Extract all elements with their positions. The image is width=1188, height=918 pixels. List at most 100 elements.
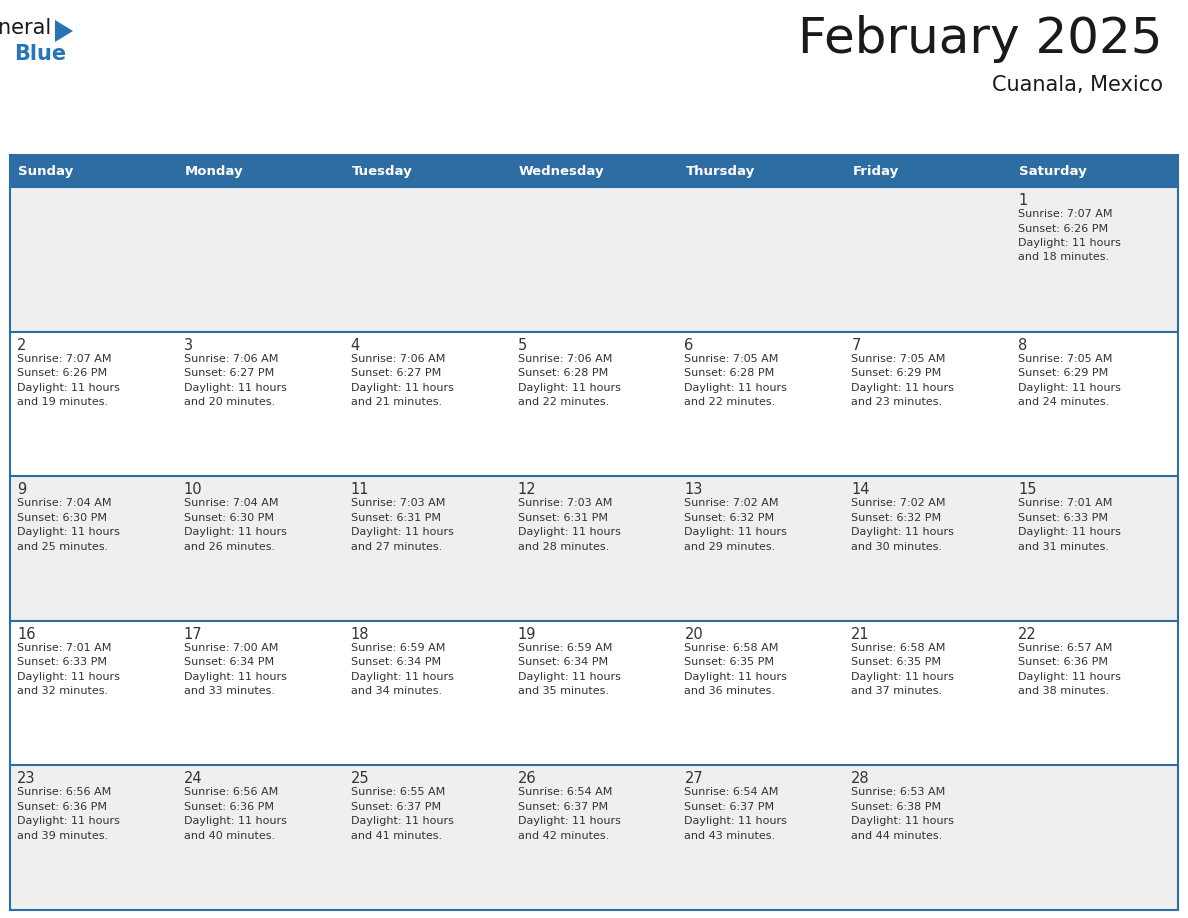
Text: Sunset: 6:36 PM: Sunset: 6:36 PM [184,802,274,812]
Text: Saturday: Saturday [1019,164,1087,177]
Bar [10,155,177,187]
Bar [10,331,1178,476]
Text: 18: 18 [350,627,369,642]
Text: 10: 10 [184,482,202,498]
Text: Monday: Monday [185,164,244,177]
Text: and 23 minutes.: and 23 minutes. [852,397,942,407]
Text: Sunset: 6:37 PM: Sunset: 6:37 PM [684,802,775,812]
Text: Blue: Blue [14,44,67,64]
Text: Daylight: 11 hours: Daylight: 11 hours [852,383,954,393]
Text: 21: 21 [852,627,870,642]
Text: Sunset: 6:34 PM: Sunset: 6:34 PM [184,657,274,667]
Text: Daylight: 11 hours: Daylight: 11 hours [184,383,286,393]
Text: Sunset: 6:32 PM: Sunset: 6:32 PM [684,512,775,522]
Text: Sunset: 6:35 PM: Sunset: 6:35 PM [852,657,941,667]
Text: and 35 minutes.: and 35 minutes. [518,687,608,696]
Text: Sunset: 6:35 PM: Sunset: 6:35 PM [684,657,775,667]
Polygon shape [55,20,72,42]
Text: Daylight: 11 hours: Daylight: 11 hours [184,816,286,826]
Text: 26: 26 [518,771,536,787]
Text: Sunrise: 7:05 AM: Sunrise: 7:05 AM [852,353,946,364]
Text: Friday: Friday [852,164,898,177]
Text: and 24 minutes.: and 24 minutes. [1018,397,1110,407]
Text: Daylight: 11 hours: Daylight: 11 hours [17,383,120,393]
Text: Sunrise: 7:01 AM: Sunrise: 7:01 AM [1018,498,1112,509]
Text: 14: 14 [852,482,870,498]
Text: Sunset: 6:29 PM: Sunset: 6:29 PM [852,368,942,378]
Text: and 38 minutes.: and 38 minutes. [1018,687,1110,696]
Text: Sunrise: 7:04 AM: Sunrise: 7:04 AM [17,498,112,509]
Text: Daylight: 11 hours: Daylight: 11 hours [17,816,120,826]
Text: 17: 17 [184,627,202,642]
Text: Sunrise: 7:06 AM: Sunrise: 7:06 AM [184,353,278,364]
Text: 23: 23 [17,771,36,787]
Text: Sunrise: 7:04 AM: Sunrise: 7:04 AM [184,498,278,509]
Text: and 36 minutes.: and 36 minutes. [684,687,776,696]
Bar [177,155,343,187]
Text: Sunset: 6:26 PM: Sunset: 6:26 PM [17,368,107,378]
Text: Daylight: 11 hours: Daylight: 11 hours [518,527,620,537]
Text: and 28 minutes.: and 28 minutes. [518,542,608,552]
Bar [10,621,1178,766]
Text: Daylight: 11 hours: Daylight: 11 hours [684,672,788,682]
Text: Sunrise: 7:02 AM: Sunrise: 7:02 AM [684,498,779,509]
Text: Sunrise: 7:03 AM: Sunrise: 7:03 AM [518,498,612,509]
Text: Sunrise: 6:57 AM: Sunrise: 6:57 AM [1018,643,1112,653]
Text: 27: 27 [684,771,703,787]
Text: General: General [0,18,52,38]
Text: Sunset: 6:32 PM: Sunset: 6:32 PM [852,512,941,522]
Text: and 22 minutes.: and 22 minutes. [684,397,776,407]
Text: Sunrise: 7:00 AM: Sunrise: 7:00 AM [184,643,278,653]
Text: Sunrise: 6:58 AM: Sunrise: 6:58 AM [684,643,779,653]
Text: Daylight: 11 hours: Daylight: 11 hours [1018,383,1121,393]
Text: Sunset: 6:31 PM: Sunset: 6:31 PM [350,512,441,522]
Text: Daylight: 11 hours: Daylight: 11 hours [852,816,954,826]
Text: Sunrise: 6:56 AM: Sunrise: 6:56 AM [17,788,112,798]
Text: Sunrise: 7:05 AM: Sunrise: 7:05 AM [1018,353,1112,364]
Bar [845,155,1011,187]
Bar [10,766,1178,910]
Text: Sunset: 6:27 PM: Sunset: 6:27 PM [184,368,274,378]
Text: 5: 5 [518,338,526,353]
Bar [511,155,677,187]
Text: Sunrise: 6:58 AM: Sunrise: 6:58 AM [852,643,946,653]
Text: Sunrise: 6:59 AM: Sunrise: 6:59 AM [350,643,446,653]
Text: Sunset: 6:37 PM: Sunset: 6:37 PM [350,802,441,812]
Text: Sunrise: 6:54 AM: Sunrise: 6:54 AM [684,788,779,798]
Text: Daylight: 11 hours: Daylight: 11 hours [684,383,788,393]
Text: Sunrise: 7:06 AM: Sunrise: 7:06 AM [350,353,446,364]
Text: Daylight: 11 hours: Daylight: 11 hours [350,527,454,537]
Text: Daylight: 11 hours: Daylight: 11 hours [184,672,286,682]
Text: 13: 13 [684,482,703,498]
Text: and 31 minutes.: and 31 minutes. [1018,542,1110,552]
Text: Daylight: 11 hours: Daylight: 11 hours [184,527,286,537]
Text: Daylight: 11 hours: Daylight: 11 hours [684,527,788,537]
Text: Sunset: 6:33 PM: Sunset: 6:33 PM [17,657,107,667]
Text: Sunrise: 7:03 AM: Sunrise: 7:03 AM [350,498,446,509]
Text: 28: 28 [852,771,870,787]
Text: Sunset: 6:34 PM: Sunset: 6:34 PM [518,657,608,667]
Text: Daylight: 11 hours: Daylight: 11 hours [518,383,620,393]
Text: 1: 1 [1018,193,1028,208]
Text: Sunrise: 7:05 AM: Sunrise: 7:05 AM [684,353,779,364]
Bar [1011,155,1178,187]
Text: February 2025: February 2025 [798,15,1163,63]
Text: Sunrise: 6:53 AM: Sunrise: 6:53 AM [852,788,946,798]
Text: Wednesday: Wednesday [519,164,605,177]
Text: Daylight: 11 hours: Daylight: 11 hours [684,816,788,826]
Text: 24: 24 [184,771,202,787]
Text: Sunset: 6:26 PM: Sunset: 6:26 PM [1018,223,1108,233]
Text: Cuanala, Mexico: Cuanala, Mexico [992,75,1163,95]
Text: 6: 6 [684,338,694,353]
Text: Sunset: 6:27 PM: Sunset: 6:27 PM [350,368,441,378]
Text: Sunrise: 6:59 AM: Sunrise: 6:59 AM [518,643,612,653]
Text: and 30 minutes.: and 30 minutes. [852,542,942,552]
Text: and 34 minutes.: and 34 minutes. [350,687,442,696]
Text: 11: 11 [350,482,369,498]
Text: Tuesday: Tuesday [352,164,412,177]
Text: 3: 3 [184,338,192,353]
Text: 7: 7 [852,338,860,353]
Text: and 42 minutes.: and 42 minutes. [518,831,608,841]
Text: and 20 minutes.: and 20 minutes. [184,397,274,407]
Text: 8: 8 [1018,338,1028,353]
